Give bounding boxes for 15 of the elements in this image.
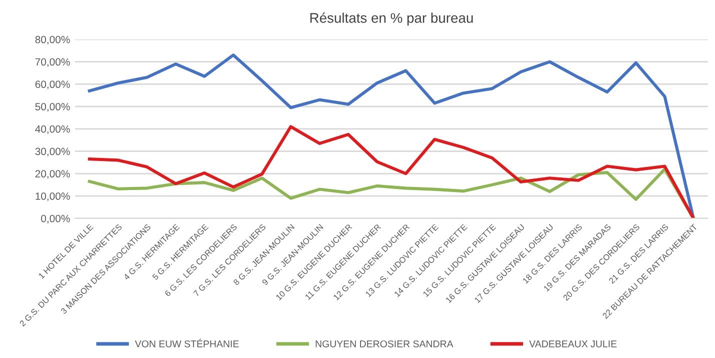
y-tick-label: 50,00% (35, 103, 70, 112)
y-tick-label: 30,00% (35, 148, 70, 156)
line-series (88, 125, 695, 218)
y-tick-label: 60,00% (35, 80, 70, 90)
y-tick-label: 70,00% (35, 58, 70, 67)
chart-title: Résultats en % par bureau (310, 12, 473, 26)
line-series (88, 54, 695, 218)
y-tick-label: 0,00% (41, 214, 70, 224)
legend-label: VADEBEAUX JULIE (529, 340, 617, 348)
legend-label: VON EUW STÉPHANIE (134, 338, 239, 348)
y-tick-label: 40,00% (35, 125, 70, 134)
y-tick-label: 80,00% (35, 36, 70, 44)
y-tick-label: 20,00% (35, 170, 70, 179)
y-tick-label: 10,00% (36, 192, 70, 202)
legend-label: NGUYEN DEROSIER SANDRA (316, 340, 454, 348)
